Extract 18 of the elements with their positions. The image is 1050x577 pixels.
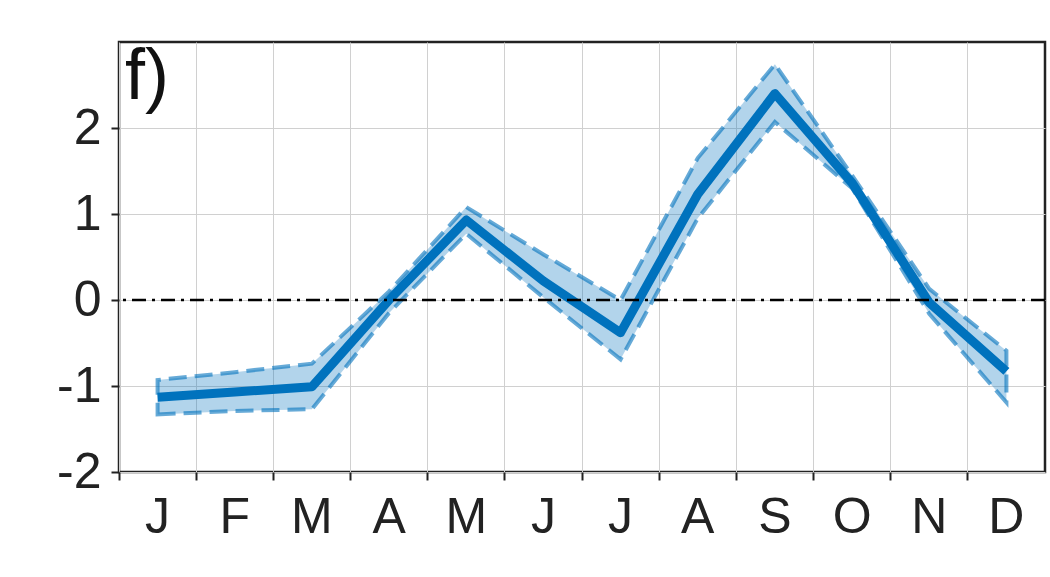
x-tick-label: A xyxy=(681,487,716,544)
x-tick-label: J xyxy=(145,487,171,544)
x-tick-label: S xyxy=(758,487,792,544)
y-tick-label: 1 xyxy=(73,184,102,241)
y-tick-label: 2 xyxy=(73,98,102,155)
annotation: f) xyxy=(125,34,169,114)
x-tick-label: D xyxy=(988,487,1025,544)
x-tick-label: M xyxy=(445,487,488,544)
y-tick-label: 0 xyxy=(73,270,102,327)
y-tick-label: -2 xyxy=(57,442,102,499)
x-tick-label: F xyxy=(219,487,251,544)
y-tick-label: -1 xyxy=(57,356,102,413)
x-tick-label: J xyxy=(530,487,556,544)
x-tick-label: J xyxy=(608,487,634,544)
x-tick-label: A xyxy=(372,487,407,544)
x-tick-label: M xyxy=(291,487,333,544)
x-tick-label: O xyxy=(832,487,872,544)
x-tick-label: N xyxy=(911,487,948,544)
